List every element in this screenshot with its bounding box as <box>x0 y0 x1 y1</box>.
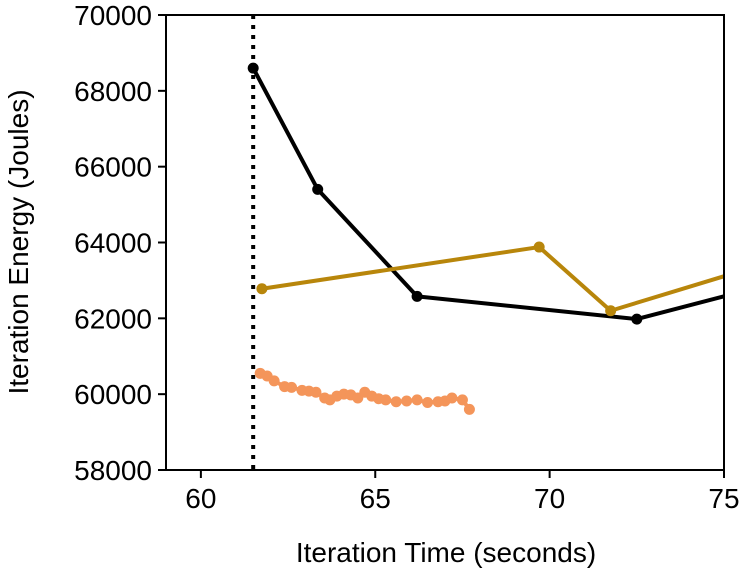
y-tick-label: 58000 <box>74 455 152 486</box>
data-point-orange <box>401 395 413 407</box>
data-point-black <box>631 313 643 325</box>
x-tick-label: 60 <box>185 483 216 514</box>
data-point-orange <box>422 397 434 409</box>
data-point-orange <box>456 394 468 406</box>
data-point-orange <box>380 394 392 406</box>
y-tick-label: 60000 <box>74 379 152 410</box>
data-point-gold <box>533 241 545 253</box>
x-tick-label: 75 <box>708 483 739 514</box>
x-axis-title: Iteration Time (seconds) <box>296 537 596 568</box>
data-point-gold <box>256 283 268 295</box>
x-tick-label: 70 <box>534 483 565 514</box>
data-point-orange <box>310 386 322 398</box>
data-point-gold <box>605 305 617 317</box>
data-point-orange <box>286 381 298 393</box>
x-tick-label: 65 <box>360 483 391 514</box>
data-point-orange <box>268 375 280 387</box>
y-tick-label: 62000 <box>74 303 152 334</box>
data-point-orange <box>446 392 458 404</box>
data-point-orange <box>463 403 475 415</box>
data-point-black <box>312 183 324 195</box>
y-tick-label: 66000 <box>74 152 152 183</box>
data-point-black <box>247 62 259 74</box>
series-line-black <box>251 67 724 322</box>
y-tick-label: 70000 <box>74 0 152 31</box>
axis-ticks: 60 65 70 75 58000 60000 62000 64000 66000 68000 70… <box>74 0 739 514</box>
data-point-orange <box>390 396 402 408</box>
y-tick-label: 68000 <box>74 76 152 107</box>
y-axis-title: Iteration Energy (Joules) <box>3 89 34 394</box>
data-point-orange <box>411 394 423 406</box>
data-point-black <box>411 290 423 302</box>
plot-area <box>247 15 724 470</box>
y-tick-label: 64000 <box>74 228 152 259</box>
series-line-gold <box>261 245 724 313</box>
